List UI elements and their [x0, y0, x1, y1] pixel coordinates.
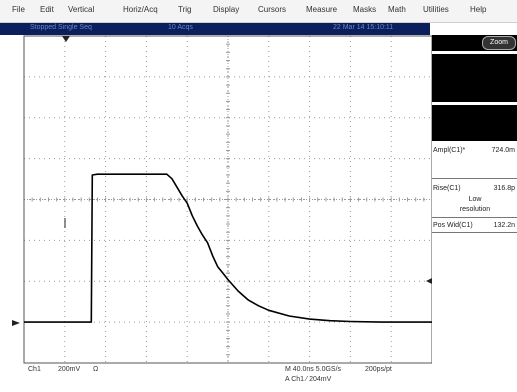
menu-cursors[interactable]: Cursors: [258, 5, 287, 14]
pos-width-label: Pos Wid(C1): [433, 222, 473, 229]
status-datetime: 22 Mar 14 15:10:11: [333, 24, 394, 31]
timebase-readout: M 40.0ns 5.0GS/s: [285, 366, 342, 373]
menu-masks[interactable]: Masks: [353, 5, 377, 14]
rise-note-resolution: resolution: [459, 206, 491, 213]
menu-bar: File Edit Vertical Horiz/Acq Trig Displa…: [0, 0, 517, 23]
menu-math[interactable]: Math: [388, 5, 406, 14]
ch1-trace: [24, 173, 432, 323]
acquisition-status-bar: Stopped Single Seq 10 Acqs 22 Mar 14 15:…: [0, 23, 430, 35]
panel-black-block-1: [432, 54, 517, 102]
measurement-separator: [432, 178, 517, 179]
trigger-position-marker: [62, 36, 70, 42]
vertical-scale: 200mV: [58, 366, 81, 373]
menu-horiz-acq[interactable]: Horiz/Acq: [123, 5, 158, 14]
pos-width-value: 132.2n: [493, 222, 515, 229]
ch1-ground-marker: [12, 320, 20, 326]
menu-file[interactable]: File: [12, 5, 25, 14]
graticule: [23, 35, 433, 364]
menu-edit[interactable]: Edit: [40, 5, 54, 14]
rise-value: 316.8p: [493, 185, 515, 192]
acquisition-count: 10 Acqs: [168, 24, 193, 31]
menu-help[interactable]: Help: [470, 5, 487, 14]
panel-black-block-2: [432, 105, 517, 141]
menu-measure[interactable]: Measure: [306, 5, 338, 14]
menu-utilities[interactable]: Utilities: [423, 5, 449, 14]
ampl-label: Ampl(C1)*: [433, 147, 466, 154]
ch1-waveform-line: [24, 173, 432, 323]
rise-note-low: Low: [468, 196, 482, 203]
rise-label: Rise(C1): [433, 185, 461, 192]
ampl-value: 724.0m: [491, 147, 515, 154]
trigger-level-marker: [426, 278, 432, 284]
zoom-button[interactable]: Zoom: [482, 36, 516, 50]
acquisition-mode: Stopped Single Seq: [30, 24, 92, 31]
channel-markers: [12, 36, 432, 326]
menu-display[interactable]: Display: [213, 5, 240, 14]
measurement-separator: [432, 232, 517, 233]
resolution-readout: 200ps/pt: [365, 366, 392, 373]
menu-vertical[interactable]: Vertical: [68, 5, 95, 14]
trigger-readout: A Ch1 ⁄ 204mV: [285, 376, 332, 383]
measurement-separator: [432, 217, 517, 218]
coupling-symbol: Ω: [93, 366, 99, 373]
menu-trig[interactable]: Trig: [178, 5, 192, 14]
channel-label: Ch1: [28, 366, 41, 373]
